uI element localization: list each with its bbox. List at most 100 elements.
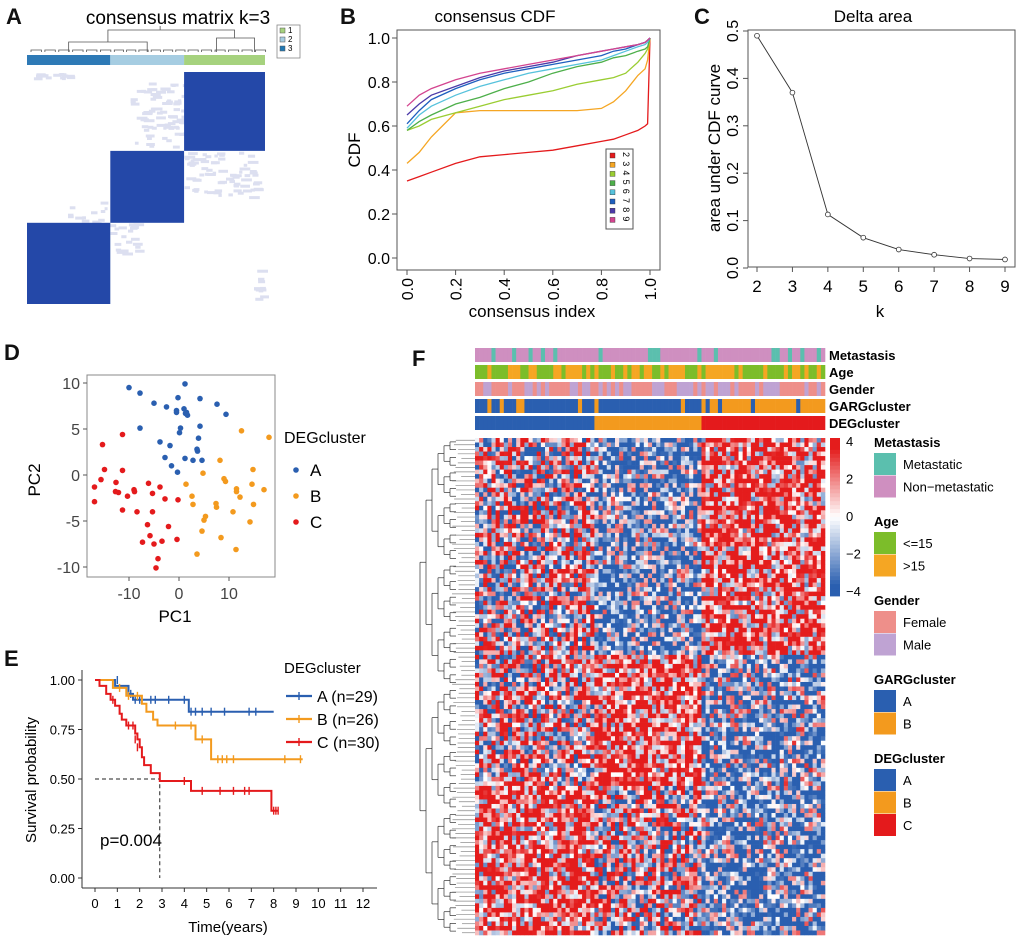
heatmap-cell <box>800 487 805 493</box>
annotation-cell-Age <box>639 365 645 379</box>
heatmap-cell <box>755 469 760 475</box>
heatmap-cell <box>709 456 715 461</box>
heatmap-cell <box>697 496 702 502</box>
heatmap-cell <box>590 627 595 633</box>
heatmap-cell <box>680 496 686 502</box>
heatmap-cell <box>804 559 809 565</box>
heatmap-cell <box>697 465 702 470</box>
heatmap-cell <box>536 596 542 601</box>
heatmap-cell <box>812 501 818 507</box>
heatmap-cell <box>804 600 809 606</box>
heatmap-cell <box>713 505 719 511</box>
point-cluster-B <box>238 428 245 434</box>
annotation-cell-DEGcluster <box>796 416 801 430</box>
heatmap-cell <box>590 510 595 516</box>
matrix-noise-cell <box>185 157 190 161</box>
heatmap-cell <box>709 555 715 561</box>
heatmap-cell <box>540 460 546 466</box>
annotation-cell-Metastasis <box>499 348 505 362</box>
heatmap-cell <box>528 478 533 484</box>
heatmap-cell <box>606 605 612 610</box>
heatmap-cell <box>800 600 805 606</box>
heatmap-cell <box>615 605 620 610</box>
annotation-cell-Age <box>540 365 546 379</box>
heatmap-cell <box>800 623 805 629</box>
matrix-noise-cell <box>239 167 251 171</box>
heatmap-cell <box>685 496 690 502</box>
heatmap-cell <box>483 460 488 466</box>
heatmap-cell <box>820 627 826 633</box>
heatmap-cell <box>734 460 739 466</box>
heatmap-cell <box>582 550 587 556</box>
heatmap-cell <box>507 438 513 443</box>
heatmap-cell <box>685 523 690 529</box>
annotation-cell-Metastasis <box>816 348 822 362</box>
heatmap-cell <box>705 627 711 633</box>
heatmap-cell <box>779 528 785 534</box>
heatmap-cell <box>779 483 785 488</box>
heatmap-cell <box>586 451 591 457</box>
heatmap-cell <box>590 569 595 574</box>
heatmap-cell <box>639 582 645 588</box>
heatmap-cell <box>652 587 657 592</box>
heatmap-cell <box>512 555 517 561</box>
heatmap-cell <box>606 623 612 629</box>
heatmap-cell <box>573 447 579 452</box>
heatmap-cell <box>503 550 509 556</box>
heatmap-cell <box>635 532 641 538</box>
heatmap-cell <box>775 514 781 520</box>
heatmap-cell <box>524 546 529 552</box>
heatmap-cell <box>734 510 739 516</box>
heatmap-cell <box>549 564 554 570</box>
heatmap-cell <box>746 614 752 620</box>
annotation-cell-DEGcluster <box>647 416 653 430</box>
heatmap-cell <box>647 546 653 552</box>
legend-swatch-2 <box>279 36 286 43</box>
heatmap-cell <box>775 460 781 466</box>
heatmap-cell <box>594 483 599 488</box>
heatmap-cell <box>615 442 620 448</box>
heatmap-cell <box>652 505 657 511</box>
heatmap-cell <box>647 541 653 547</box>
annotation-cell-Age <box>738 365 743 379</box>
legend-label-8: 8 <box>621 207 631 212</box>
heatmap-cell <box>561 564 566 570</box>
heatmap-cell <box>660 623 665 629</box>
heatmap-cell <box>606 438 612 443</box>
heatmap-cell <box>565 505 571 511</box>
heatmap-cell <box>540 519 546 525</box>
annotation-cell-Metastasis <box>767 348 772 362</box>
legend-label-4: 4 <box>621 170 631 175</box>
heatmap-cell <box>656 465 661 470</box>
heatmap-cell <box>689 559 694 565</box>
heatmap-cell <box>619 519 624 525</box>
heatmap-cell <box>685 447 690 452</box>
heatmap-cell <box>540 474 546 479</box>
heatmap-cell <box>722 465 727 470</box>
heatmap-cell <box>656 442 661 448</box>
y-tick-label: 1.0 <box>368 31 390 48</box>
heatmap-cell <box>717 492 723 498</box>
heatmap-cell <box>816 591 822 597</box>
heatmap-cell <box>524 632 529 638</box>
heatmap-cell <box>536 587 542 592</box>
heatmap-cell <box>643 501 649 507</box>
heatmap-cell <box>495 523 501 529</box>
point-cluster-C <box>175 497 181 503</box>
heatmap-cell <box>800 555 805 561</box>
heatmap-cell <box>701 519 706 525</box>
heatmap-cell <box>755 578 760 583</box>
heatmap-cell <box>759 447 764 452</box>
heatmap-cell <box>672 627 678 633</box>
heatmap-cell <box>701 505 706 511</box>
heatmap-cell <box>483 496 488 502</box>
heatmap-cell <box>652 555 657 561</box>
heatmap-cell <box>730 438 735 443</box>
annotation-cell-Metastasis <box>787 348 793 362</box>
heatmap-cell <box>577 460 583 466</box>
matrix-noise-cell <box>147 125 154 129</box>
annotation-cell-DEGcluster <box>717 416 723 430</box>
heatmap-cell <box>816 496 822 502</box>
heatmap-cell <box>503 523 509 529</box>
heatmap-cell <box>606 483 612 488</box>
